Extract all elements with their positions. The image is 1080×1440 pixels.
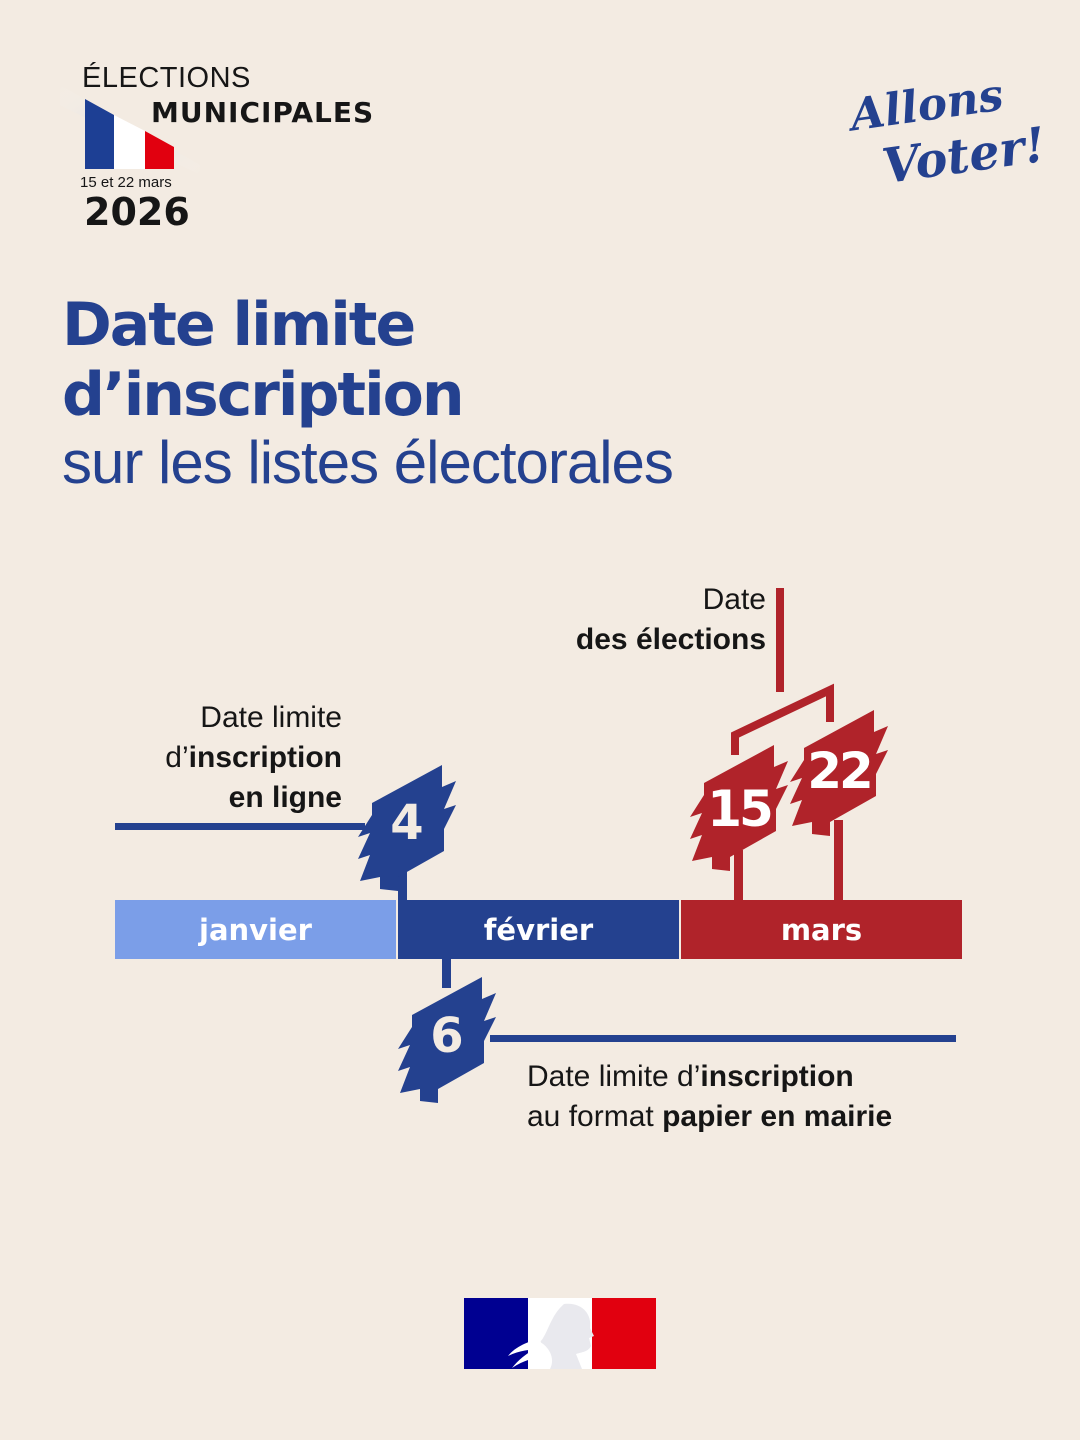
paper-connector [490, 1035, 956, 1042]
stem-22 [834, 820, 843, 902]
online-label-line1: Date limite [200, 701, 342, 734]
header-elections: ÉLECTIONS [82, 62, 251, 94]
online-connector [115, 823, 365, 830]
paper-stem [442, 958, 451, 988]
title-line1: Date limite [62, 290, 416, 360]
header-dates: 15 et 22 mars [80, 174, 172, 191]
election-day-2: 22 [807, 742, 874, 800]
paper-label-line1: Date limite d’inscription [527, 1060, 854, 1093]
online-label-line2: d’inscription [165, 741, 342, 774]
stem-15 [734, 850, 743, 902]
online-label: Date limite d’inscription en ligne [165, 698, 342, 818]
elections-connector [776, 588, 784, 692]
paper-label: Date limite d’inscription au format papi… [527, 1057, 892, 1137]
title-line2: d’inscription [62, 360, 465, 430]
election-day-1: 15 [707, 780, 774, 838]
elections-label: Date des élections [576, 580, 766, 660]
month-fevrier: février [398, 900, 679, 959]
paper-day: 6 [430, 1008, 464, 1064]
online-day: 4 [390, 795, 424, 851]
month-janvier: janvier [115, 900, 396, 959]
elections-label-line1: Date [702, 583, 766, 616]
elections-bracket [731, 683, 834, 755]
online-label-line3: en ligne [228, 781, 342, 814]
header-year: 2026 [84, 190, 190, 234]
paper-label-line2: au format papier en mairie [527, 1100, 893, 1133]
elections-label-line2: des élections [575, 623, 766, 656]
title-line3: sur les listes électorales [62, 429, 674, 496]
marianne-logo [464, 1298, 656, 1369]
month-mars: mars [681, 900, 962, 959]
header-municipales: MUNICIPALES [151, 96, 375, 129]
french-flag-icon [60, 85, 200, 175]
online-stem [398, 870, 407, 902]
